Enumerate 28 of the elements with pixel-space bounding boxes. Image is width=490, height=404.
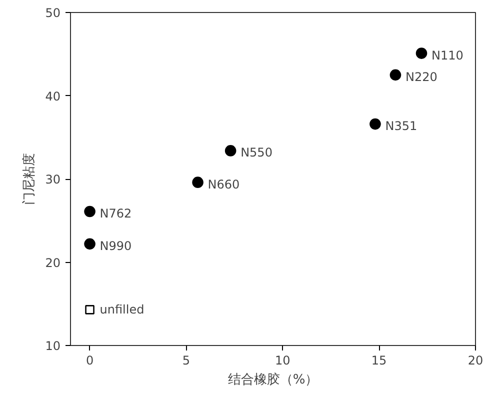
point xyxy=(224,145,236,156)
point xyxy=(84,238,96,250)
point xyxy=(390,69,402,81)
y-tick-label: 50 xyxy=(45,6,61,20)
x-tick-label: 0 xyxy=(86,354,94,368)
y-tick-label: 20 xyxy=(45,256,61,270)
point xyxy=(85,305,94,314)
annotation: N550 xyxy=(240,146,272,160)
y-tick-label: 30 xyxy=(45,172,61,186)
point xyxy=(192,176,204,188)
x-tick-label: 15 xyxy=(371,354,387,368)
annotation: N660 xyxy=(208,177,240,192)
x-tick-label: 20 xyxy=(468,354,484,368)
series-label: unfilled xyxy=(100,302,144,317)
y-tick-label: 10 xyxy=(45,339,61,353)
x-axis-title: 结合橡胶（%） xyxy=(228,372,318,388)
annotation: N762 xyxy=(100,206,132,220)
x-tick-label: 10 xyxy=(275,354,290,368)
point xyxy=(370,118,381,130)
annotation: N110 xyxy=(432,48,464,62)
point xyxy=(416,48,428,59)
y-tick-label: 40 xyxy=(45,89,61,104)
annotation: N220 xyxy=(405,70,438,84)
point xyxy=(84,206,96,218)
y-axis-title: 门尼粘度 xyxy=(21,153,38,205)
x-tick-label: 5 xyxy=(182,354,190,368)
annotation: N351 xyxy=(385,119,418,134)
annotation: N990 xyxy=(100,238,132,253)
